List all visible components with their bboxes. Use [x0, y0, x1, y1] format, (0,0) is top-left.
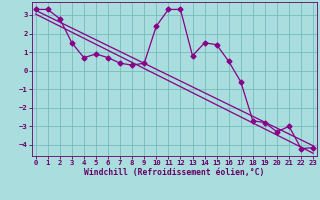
X-axis label: Windchill (Refroidissement éolien,°C): Windchill (Refroidissement éolien,°C) [84, 168, 265, 177]
